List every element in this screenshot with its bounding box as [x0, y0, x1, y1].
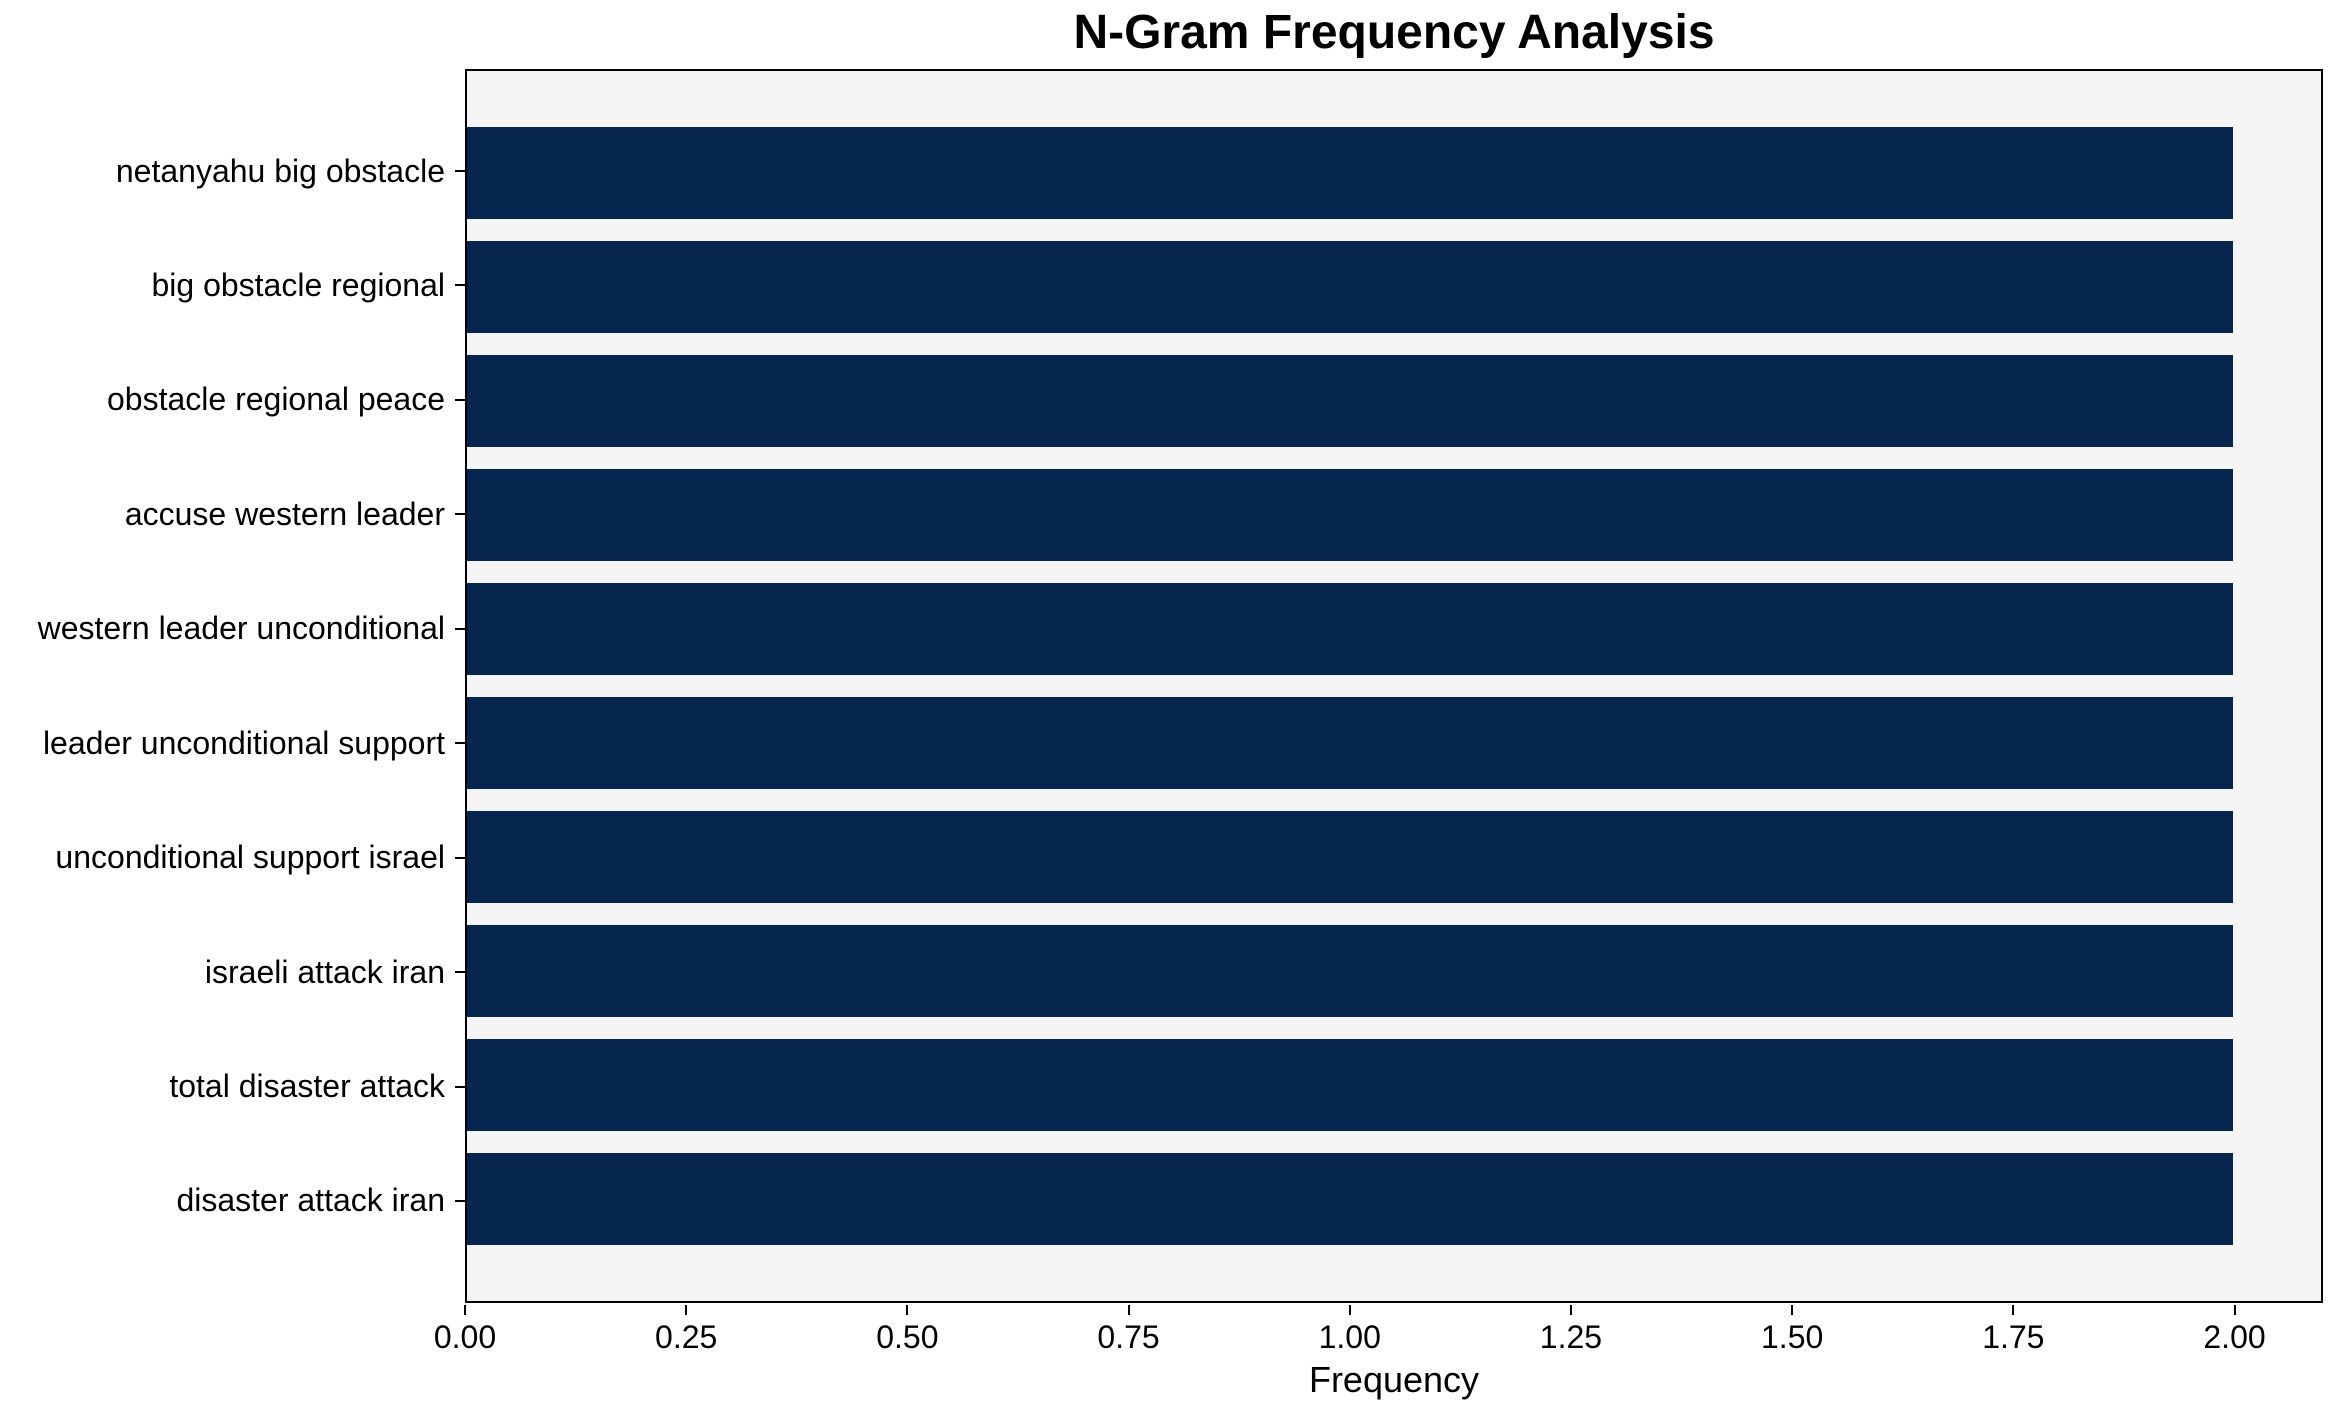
y-tick-row: big obstacle regional [0, 239, 465, 331]
bar-obstacle-regional-peace [467, 355, 2233, 447]
y-tick-label: accuse western leader [124, 495, 445, 532]
bar-leader-unconditional-support [467, 697, 2233, 789]
x-tick-label: 0.50 [876, 1319, 939, 1355]
y-tick-row: western leader unconditional [0, 583, 465, 675]
y-tick-label: disaster attack iran [176, 1182, 445, 1219]
bar-accuse-western-leader [467, 469, 2233, 561]
x-axis-title: Frequency [1308, 1359, 1480, 1400]
x-tick-mark [906, 1305, 909, 1315]
y-tick-mark [455, 513, 465, 516]
x-tick-label: 1.25 [1539, 1319, 1603, 1355]
y-tick-label: western leader unconditional [37, 610, 445, 647]
bar-israeli-attack-iran [467, 925, 2233, 1017]
y-tick-label: unconditional support israel [55, 839, 445, 876]
y-tick-row: netanyahu big obstacle [0, 125, 465, 217]
x-tick-mark [1348, 1305, 1351, 1315]
x-tick-mark [1569, 1305, 1572, 1315]
y-tick-row: leader unconditional support [0, 697, 465, 789]
x-tick-label: 1.50 [1761, 1319, 1824, 1355]
y-tick-mark [455, 627, 465, 630]
x-tick-label: 1.00 [1318, 1319, 1381, 1355]
bar-disaster-attack-iran [467, 1153, 2233, 1245]
y-tick-label: total disaster attack [169, 1068, 445, 1104]
x-tick-label: 1.75 [1982, 1319, 2045, 1355]
y-tick-mark [455, 284, 465, 287]
bar-total-disaster-attack [467, 1039, 2233, 1131]
y-tick-mark [455, 856, 465, 859]
x-tick-mark [1127, 1305, 1130, 1315]
x-tick-label: 0.75 [1097, 1319, 1160, 1355]
x-tick-mark [2233, 1305, 2236, 1315]
y-tick-row: israeli attack iran [0, 926, 465, 1018]
plot-area [465, 69, 2323, 1303]
y-axis-labels: netanyahu big obstacle big obstacle regio… [0, 69, 465, 1303]
x-tick-label: 0.00 [433, 1319, 497, 1355]
x-tick-mark [1791, 1305, 1794, 1315]
bar-big-obstacle-regional [467, 241, 2233, 333]
y-tick-row: disaster attack iran [0, 1155, 465, 1247]
y-tick-mark [455, 398, 465, 401]
y-tick-label: leader unconditional support [42, 724, 445, 761]
bar-unconditional-support-israel [467, 811, 2233, 903]
y-tick-row: accuse western leader [0, 468, 465, 560]
y-tick-mark [455, 971, 465, 974]
chart-title: N-Gram Frequency Analysis [1073, 6, 1715, 59]
x-tick-mark [464, 1305, 466, 1315]
y-tick-mark [455, 742, 465, 745]
bar-western-leader-unconditional [467, 583, 2233, 675]
bars-container [467, 71, 2321, 1301]
y-tick-label: israeli attack iran [204, 953, 445, 990]
x-axis: 0.00 0.25 0.50 0.75 1.00 1.25 1.50 1.75 2.00 [434, 1305, 2323, 1414]
y-tick-mark [455, 1199, 465, 1202]
x-tick-mark [685, 1305, 688, 1315]
y-tick-label: big obstacle regional [151, 266, 445, 303]
y-tick-row: obstacle regional peace [0, 354, 465, 446]
x-tick-label: 0.25 [655, 1319, 718, 1355]
bar-netanyahu-big-obstacle [467, 127, 2233, 219]
y-tick-label: netanyahu big obstacle [115, 152, 445, 189]
x-tick-label: 2.00 [2203, 1319, 2266, 1355]
y-tick-label: obstacle regional peace [106, 381, 445, 418]
y-tick-row: unconditional support israel [0, 812, 465, 904]
y-tick-mark [455, 1085, 465, 1088]
y-tick-row: total disaster attack [0, 1041, 465, 1133]
x-tick-mark [2012, 1305, 2015, 1315]
y-tick-mark [455, 170, 465, 172]
